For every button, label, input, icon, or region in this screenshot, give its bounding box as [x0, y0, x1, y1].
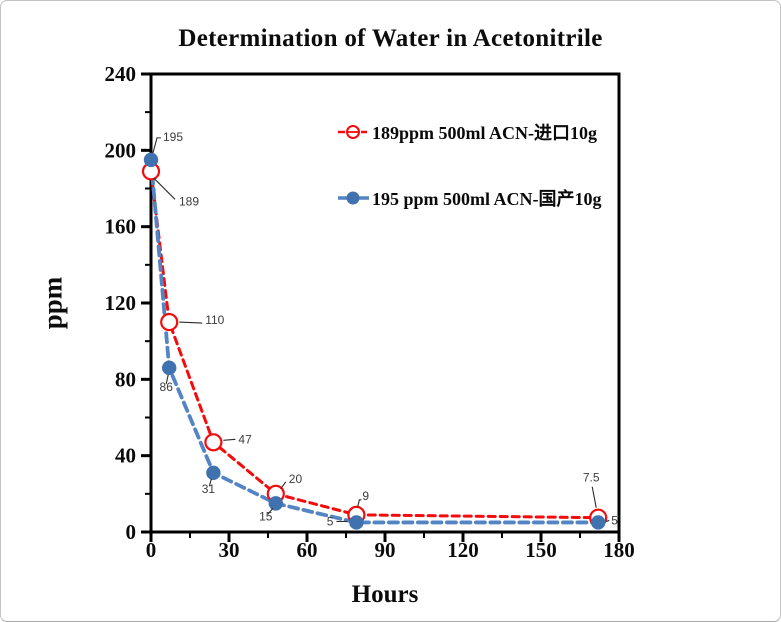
legend-label: 189ppm 500ml ACN-进口10g — [372, 123, 597, 143]
y-tick-label: 0 — [126, 520, 137, 544]
series-line-0 — [149, 169, 600, 520]
y-tick-label: 160 — [105, 215, 137, 239]
x-tick-label: 180 — [603, 538, 635, 562]
y-tick-label: 200 — [105, 138, 137, 162]
data-label: 9 — [362, 489, 369, 503]
marker-open-circle — [160, 312, 179, 332]
marker-filled-circle — [268, 496, 283, 511]
data-label-leader — [179, 321, 203, 324]
y-tick-label: 40 — [115, 444, 136, 468]
data-label-leader — [152, 137, 161, 154]
data-label: 110 — [205, 313, 224, 327]
data-label-leader — [280, 481, 287, 490]
y-tick-label: 120 — [105, 291, 137, 315]
x-axis-title: Hours — [351, 581, 419, 608]
x-tick-label: 30 — [219, 538, 240, 562]
legend-marker-filled-circle — [346, 191, 360, 205]
data-label: 189 — [179, 194, 199, 208]
data-label: 5 — [327, 514, 334, 528]
data-label: 31 — [202, 482, 216, 496]
y-tick-label: 240 — [105, 62, 137, 86]
marker-filled-circle — [143, 152, 159, 168]
data-label: 86 — [160, 380, 174, 394]
marker-filled-circle — [206, 465, 221, 481]
data-label-leader — [153, 177, 176, 200]
data-label-leader — [165, 374, 169, 385]
data-label: 7.5 — [583, 471, 600, 485]
marker-filled-circle — [349, 515, 364, 530]
x-tick-label: 0 — [146, 538, 157, 562]
data-label-leader — [208, 478, 212, 486]
series-line-1 — [149, 157, 601, 525]
marker-open-circle — [204, 433, 223, 452]
data-label-leader — [591, 486, 597, 508]
y-tick-label: 80 — [115, 367, 136, 391]
x-tick-label: 60 — [297, 538, 318, 562]
legend-label: 195 ppm 500ml ACN-国产10g — [372, 188, 602, 209]
data-label-leader — [267, 508, 274, 515]
data-label: 195 — [163, 130, 183, 144]
marker-filled-circle — [162, 360, 177, 376]
data-label: 47 — [238, 432, 252, 446]
data-label-leader — [356, 499, 362, 508]
data-label: 20 — [289, 472, 303, 486]
chart-title: Determination of Water in Acetonitrile — [178, 25, 603, 52]
x-tick-label: 150 — [525, 538, 557, 562]
data-label-leader — [223, 438, 236, 441]
data-label: 15 — [259, 509, 273, 523]
marker-filled-circle — [591, 515, 606, 530]
x-tick-label: 90 — [375, 538, 396, 562]
data-label: 5 — [611, 513, 618, 527]
data-label-leader — [606, 519, 610, 522]
x-tick-label: 120 — [447, 538, 479, 562]
